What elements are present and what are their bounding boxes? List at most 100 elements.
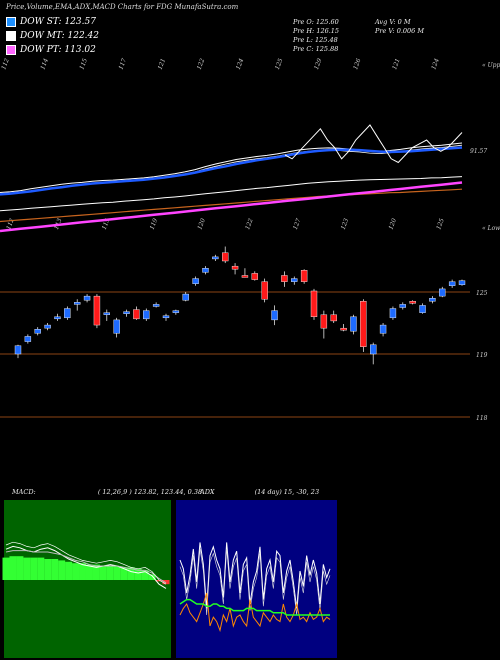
ema-white-lower [0, 176, 463, 212]
candle-up [379, 324, 387, 334]
macd-hist-bar [23, 557, 31, 580]
macd-hist-bar [92, 564, 100, 580]
ema-top-label: 121 [157, 58, 167, 71]
pre-volume: Pre V: 0.006 M [375, 27, 425, 35]
legend-dow-pt: DOW PT: 113.02 [6, 45, 96, 55]
adx-title: ADX [200, 488, 215, 496]
candle-up [34, 329, 41, 334]
macd-hist-bar [148, 574, 156, 580]
candle-up [212, 256, 219, 260]
macd-signal-line [5, 550, 167, 584]
macd-hist-bar [113, 566, 121, 580]
candle-up [429, 298, 436, 302]
adx-di-plus-shadow [179, 548, 331, 616]
candle-up [54, 316, 61, 320]
ema-top-label: 121 [391, 58, 401, 71]
chart-title: Price,Volume,EMA,ADX,MACD Charts for FDG… [6, 3, 239, 11]
ema-bottom-label: 120 [388, 217, 399, 230]
candle-down [360, 301, 367, 347]
lower-tag: « Lower [482, 225, 500, 232]
ema-blue-line [0, 146, 463, 196]
ema-magenta-line [0, 181, 463, 233]
price-level-label: 125 [476, 290, 488, 297]
macd-hist-bar [51, 559, 59, 580]
adx-label: ADX (14 day) 15, -30, 23 [200, 488, 319, 496]
macd-hist-bar [155, 580, 163, 582]
candle-down [93, 295, 101, 326]
ohlc-high: Pre H: 126.15 [293, 27, 340, 35]
ema-top-label: 126 [352, 57, 363, 70]
ohlc-close: Pre C: 125.88 [293, 45, 339, 53]
candle-up [419, 305, 426, 313]
candle-up [64, 308, 71, 319]
candle-up [448, 281, 456, 286]
candle-down [310, 290, 318, 318]
macd-hist-bar [2, 557, 10, 580]
ema-bottom-label: 125 [435, 217, 446, 230]
candle-up [14, 345, 22, 355]
legend-dow-mt: DOW MT: 122.42 [6, 31, 99, 41]
price-panel: 125 119 118 [0, 246, 488, 422]
candle-down [261, 281, 268, 300]
candle-up [389, 308, 397, 319]
legend-swatch-st [6, 17, 16, 27]
macd-panel [2, 500, 171, 658]
macd-hist-bar [99, 566, 107, 580]
candle-down [251, 273, 259, 280]
candle-down [340, 327, 347, 331]
candle-up [103, 312, 111, 315]
candle-down [231, 265, 239, 270]
ema-top-label: 125 [274, 57, 285, 70]
candle-up [113, 319, 120, 334]
candle-up [399, 304, 406, 308]
legend-label-pt: DOW PT: 113.02 [20, 45, 96, 55]
adx-line [179, 598, 330, 616]
ema-top-label: 124 [430, 57, 441, 70]
ema-bottom-label: 123 [340, 217, 351, 230]
legend-dow-st: DOW ST: 123.57 [6, 17, 96, 27]
macd-title: MACD: [12, 488, 36, 496]
candle-up [83, 295, 91, 301]
ema-bottom-label: 127 [292, 217, 303, 230]
candle-up [24, 336, 32, 342]
legend-label-mt: DOW MT: 122.42 [20, 31, 99, 41]
ema-value-label: 91.57 [470, 148, 487, 155]
candle-up [370, 344, 377, 355]
candle-up [439, 288, 446, 297]
adx-values: (14 day) 15, -30, 23 [254, 488, 320, 496]
candle-up [143, 310, 150, 320]
macd-values: ( 12,26,9 ) 123.82, 123.44, 0.38 [97, 488, 203, 496]
macd-hist-bar [9, 556, 17, 580]
candle-up [271, 310, 278, 321]
candle-up [123, 311, 130, 314]
macd-hist-bar [30, 557, 38, 580]
candle-up [182, 293, 189, 301]
macd-hist-bar [85, 564, 93, 580]
candle-up [44, 324, 51, 329]
upper-tag: « Upper [482, 62, 500, 69]
candle-down [330, 314, 337, 322]
legend-swatch-mt [6, 31, 16, 41]
ema-bottom-label: 122 [244, 217, 255, 230]
ema-top-label: 114 [39, 57, 50, 70]
candle-up [202, 268, 209, 273]
ema-orange-line [0, 188, 463, 223]
price-overlay-line [284, 124, 463, 164]
legend-swatch-pt [6, 45, 16, 55]
macd-hist-bar [44, 559, 52, 580]
candle-down [409, 301, 416, 304]
candle-up [458, 280, 466, 285]
candle-up [291, 278, 298, 282]
macd-hist-bar [127, 567, 135, 580]
candle-down [281, 275, 288, 282]
candle-up [162, 315, 170, 319]
candle-up [152, 304, 160, 307]
macd-hist-bar [141, 570, 149, 580]
price-level-label: 119 [476, 352, 488, 359]
ema-top-label: 122 [196, 57, 207, 70]
candle-up [172, 310, 180, 313]
macd-hist-bar [162, 580, 170, 585]
macd-hist-bar [120, 567, 128, 580]
macd-hist-bar [58, 560, 66, 580]
